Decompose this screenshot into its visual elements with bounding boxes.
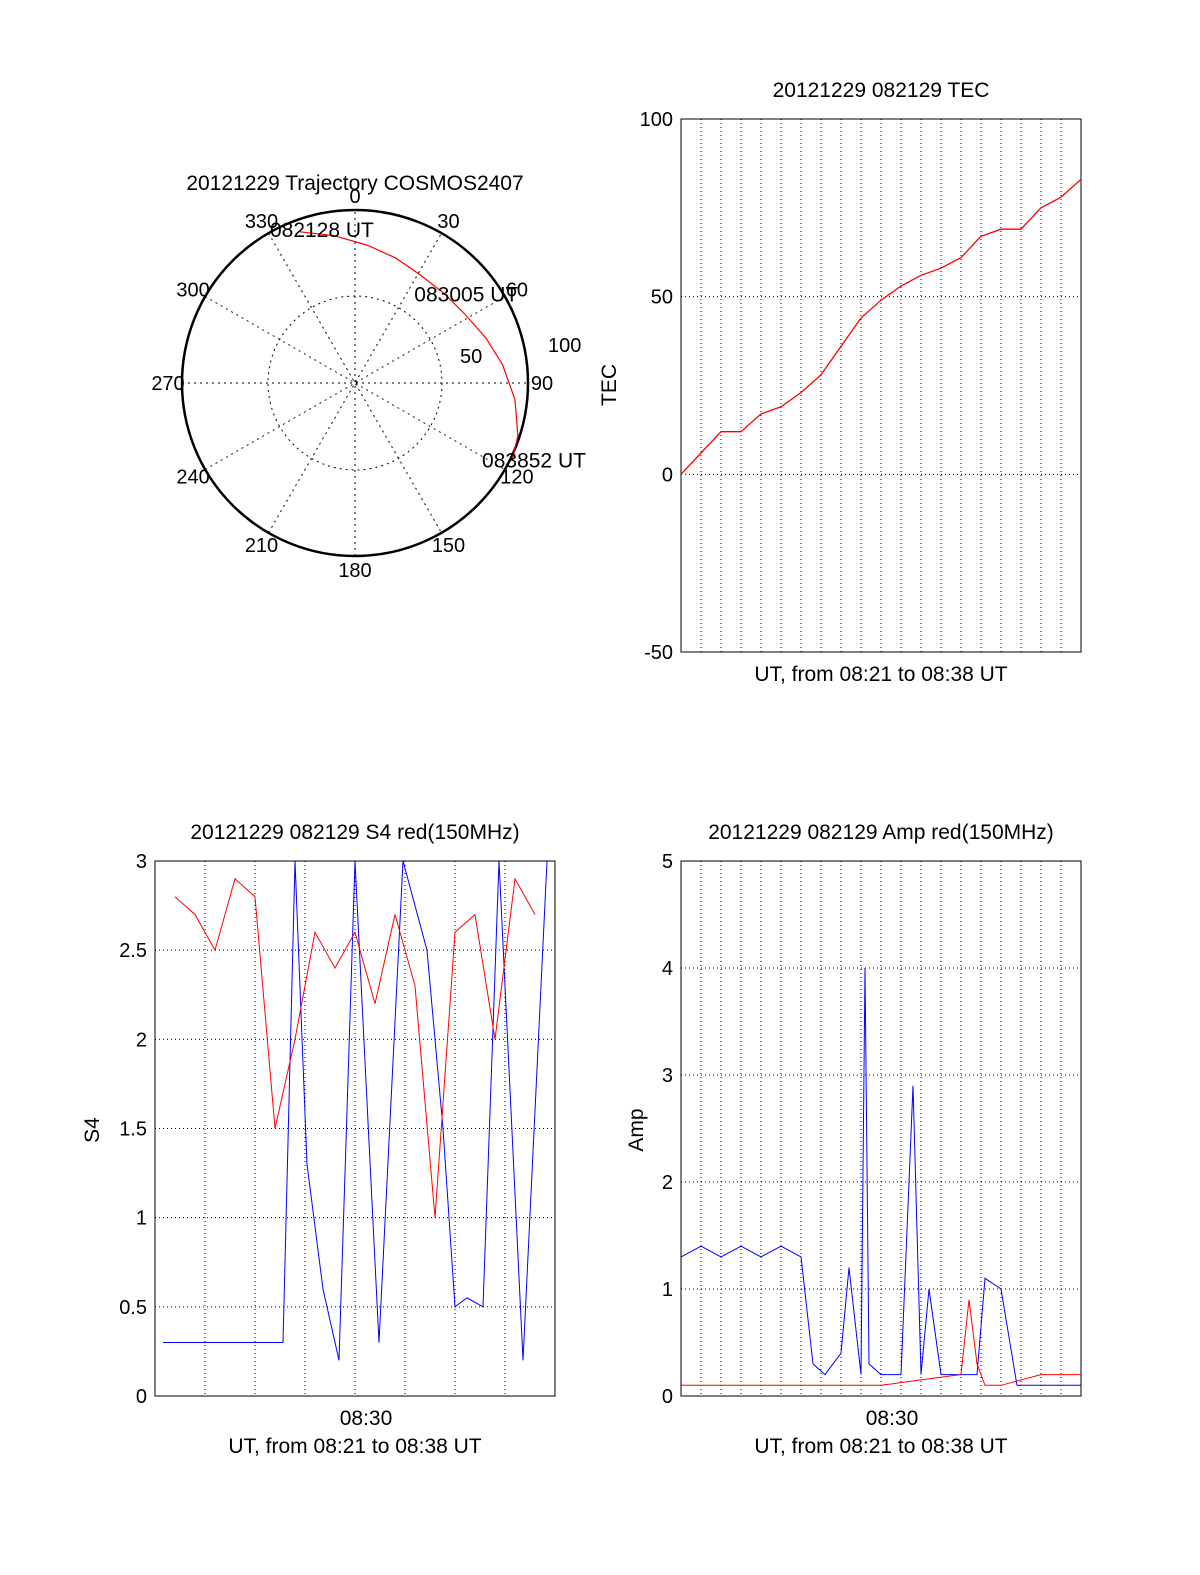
s4-ylabel: S4 (81, 1117, 104, 1143)
y-tick-label: 2 (662, 1172, 673, 1194)
tec-y-tick-labels: 100 50 0 -50 (640, 109, 673, 664)
polar-azimuth-label: 120 (500, 467, 533, 489)
y-tick-label: 100 (640, 109, 673, 131)
y-tick-label: -50 (644, 642, 673, 664)
y-tick-label: 50 (651, 287, 673, 309)
y-tick-label: 1 (662, 1279, 673, 1301)
y-tick-label: 4 (662, 958, 673, 980)
s4-title: 20121229 082129 S4 red(150MHz) (190, 821, 519, 844)
polar-azimuth-label: 330 (245, 211, 278, 233)
y-tick-label: 0.5 (119, 1297, 147, 1319)
polar-azimuth-label: 60 (506, 280, 528, 302)
s4-series (163, 860, 548, 1361)
polar-spokes (182, 210, 528, 556)
amp-y-tick-labels: 5 4 3 2 1 0 (662, 851, 673, 1408)
polar-annotations: 082128 UT 083005 UT 083852 UT (270, 219, 586, 473)
data-series-line (681, 1299, 1081, 1386)
polar-azimuth-labels: 0 30 60 90 120 150 180 210 240 270 300 330 (151, 186, 553, 582)
polar-azimuth-label: 300 (176, 280, 209, 302)
data-series-line (174, 877, 536, 1218)
s4-plot-frame (154, 860, 556, 1397)
y-tick-label: 2 (136, 1029, 147, 1051)
polar-trajectory-line (299, 231, 519, 460)
polar-title: 20121229 Trajectory COSMOS2407 (186, 172, 523, 195)
y-tick-label: 1.5 (119, 1119, 147, 1141)
polar-spoke (268, 232, 442, 534)
polar-radial-label-50: 50 (460, 346, 482, 368)
polar-azimuth-label: 30 (437, 211, 459, 233)
s4-panel: 20121229 082129 S4 red(150MHz) 3 2.5 2 1.5 1… (81, 821, 556, 1458)
tec-plot-frame (680, 118, 1082, 653)
polar-time-annotation: 082128 UT (270, 219, 374, 242)
tec-title: 20121229 082129 TEC (773, 79, 990, 102)
amp-panel: 20121229 082129 Amp red(150MHz) 5 4 3 2 1 0 A… (625, 821, 1082, 1458)
y-tick-label: 1 (136, 1208, 147, 1230)
polar-spoke (204, 296, 506, 470)
polar-spoke (204, 296, 506, 470)
y-tick-label: 2.5 (119, 940, 147, 962)
polar-azimuth-label: 150 (432, 535, 465, 557)
tec-panel: 20121229 082129 TEC 100 50 0 -50 TEC UT, fr… (598, 79, 1082, 686)
data-series-line (680, 178, 1082, 475)
amp-plot-frame (680, 860, 1082, 1397)
tec-ylabel: TEC (598, 364, 621, 406)
y-tick-label: 5 (662, 851, 673, 873)
data-series-line (163, 860, 548, 1361)
data-series-line (680, 967, 1081, 1386)
y-tick-label: 0 (136, 1386, 147, 1408)
y-tick-label: 0 (662, 1386, 673, 1408)
polar-azimuth-label: 0 (349, 186, 360, 208)
s4-grid (155, 861, 555, 1396)
s4-xtick: 08:30 (340, 1407, 393, 1430)
polar-time-annotation: 083852 UT (482, 450, 586, 473)
y-tick-label: 3 (662, 1065, 673, 1087)
s4-y-tick-labels: 3 2.5 2 1.5 1 0.5 0 (119, 851, 147, 1408)
amp-grid (681, 861, 1081, 1396)
polar-radial-label-100: 100 (548, 335, 581, 357)
amp-xlabel: UT, from 08:21 to 08:38 UT (754, 1435, 1007, 1458)
y-tick-label: 3 (136, 851, 147, 873)
polar-spoke (268, 232, 442, 534)
amp-series (680, 967, 1081, 1386)
polar-azimuth-label: 210 (245, 535, 278, 557)
polar-trajectory-panel: 20121229 Trajectory COSMOS2407 0 30 60 90 12… (151, 172, 586, 582)
amp-xtick: 08:30 (866, 1407, 919, 1430)
polar-inner-circle (267, 295, 443, 471)
s4-xlabel: UT, from 08:21 to 08:38 UT (228, 1435, 481, 1458)
tec-xlabel: UT, from 08:21 to 08:38 UT (754, 663, 1007, 686)
polar-azimuth-label: 270 (151, 373, 184, 395)
polar-azimuth-label: 180 (338, 560, 371, 582)
amp-ylabel: Amp (625, 1108, 648, 1151)
polar-time-annotation: 083005 UT (414, 284, 518, 307)
y-tick-label: 0 (662, 464, 673, 486)
tec-series (680, 178, 1082, 475)
polar-azimuth-label: 240 (176, 467, 209, 489)
polar-azimuth-label: 90 (531, 373, 553, 395)
amp-title: 20121229 082129 Amp red(150MHz) (708, 821, 1054, 844)
tec-grid (681, 119, 1081, 652)
